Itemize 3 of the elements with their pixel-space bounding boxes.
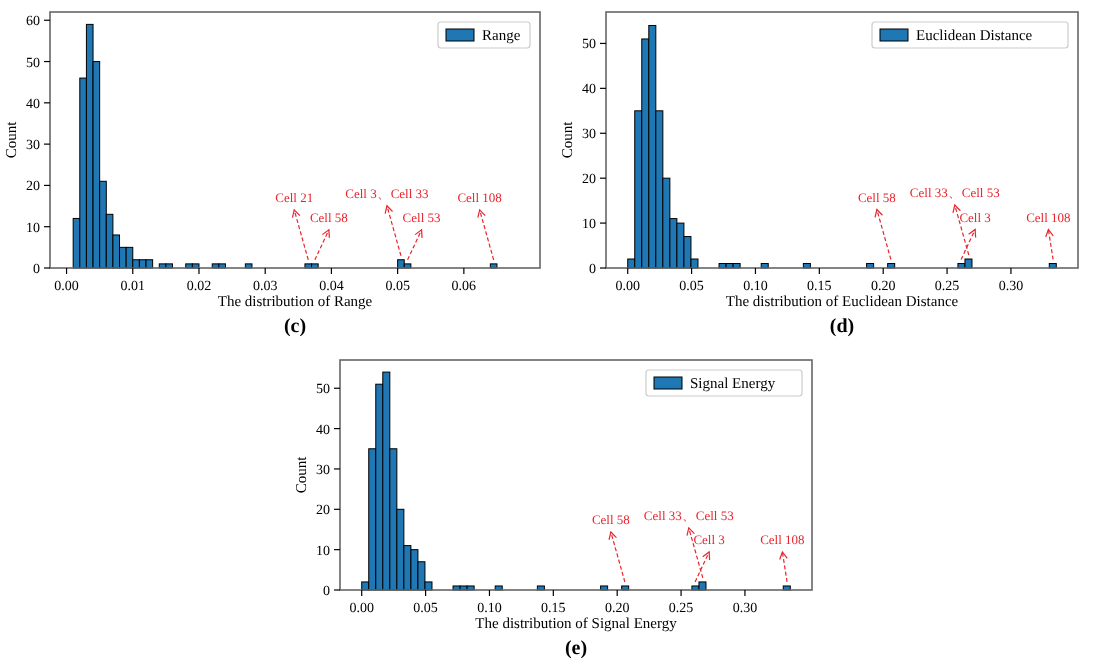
text: (e) (564, 638, 588, 660)
text: (d) (829, 316, 855, 338)
text: (c) (283, 316, 307, 338)
